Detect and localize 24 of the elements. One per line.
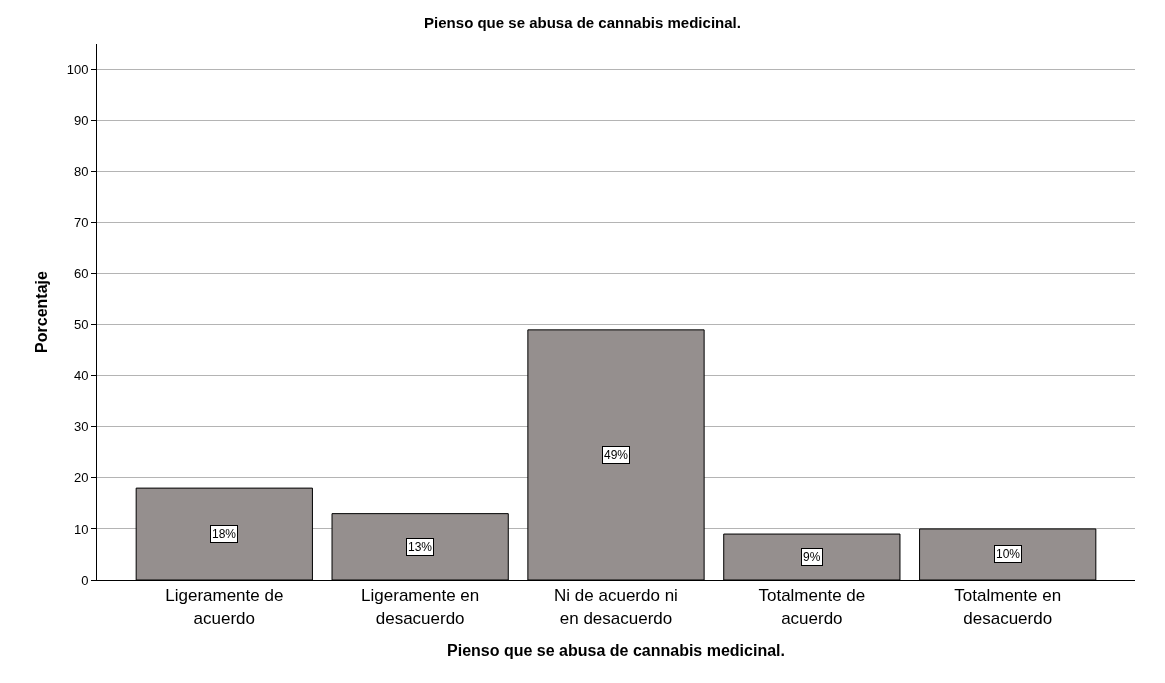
x-axis-title: Pienso que se abusa de cannabis medicinal. xyxy=(447,642,785,660)
x-tick-label: Ni de acuerdo ni en desacuerdo xyxy=(554,586,678,628)
y-tick-label: 50 xyxy=(73,317,89,333)
y-tick-label: 80 xyxy=(73,164,89,180)
x-tick-label: Totalmente en desacuerdo xyxy=(954,586,1062,628)
data-label: 49% xyxy=(604,448,629,462)
data-label: 18% xyxy=(212,527,237,541)
y-tick-label: 30 xyxy=(73,419,89,435)
chart-title: Pienso que se abusa de cannabis medicinal. xyxy=(424,13,741,31)
data-label: 10% xyxy=(996,547,1021,561)
x-tick-label: Totalmente de acuerdo xyxy=(758,586,866,628)
y-tick-label: 70 xyxy=(73,215,89,231)
data-label: 13% xyxy=(408,540,433,554)
y-tick-label: 60 xyxy=(73,266,89,282)
y-tick-label: 0 xyxy=(81,572,89,588)
y-tick-label: 100 xyxy=(66,62,89,78)
x-tick-label: Ligeramente de acuerdo xyxy=(165,586,284,628)
x-tick-label: Ligeramente en desacuerdo xyxy=(361,586,480,628)
y-tick-label: 10 xyxy=(73,521,89,537)
data-label: 9% xyxy=(803,550,821,564)
y-tick-label: 90 xyxy=(73,113,89,129)
y-axis-title: Porcentaje xyxy=(32,270,50,353)
y-tick-label: 40 xyxy=(73,368,89,384)
y-tick-label: 20 xyxy=(73,470,89,486)
